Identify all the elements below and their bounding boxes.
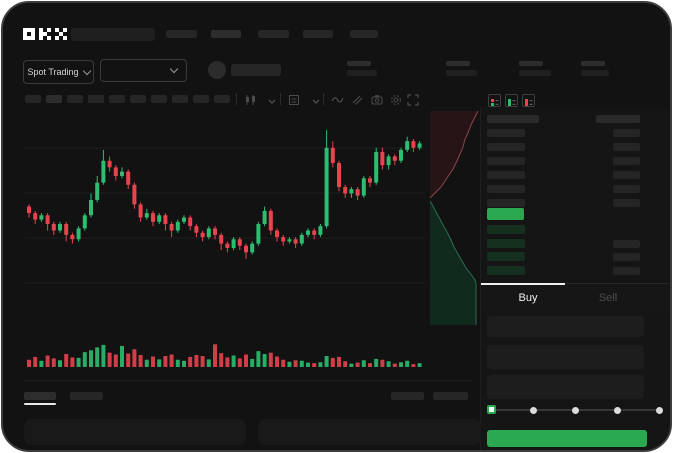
stat-value-placeholder bbox=[446, 70, 477, 76]
draw-brush-icon[interactable] bbox=[350, 93, 364, 107]
bar-style-icon[interactable] bbox=[287, 93, 301, 107]
candlestick-chart[interactable] bbox=[25, 113, 425, 335]
price-field[interactable] bbox=[487, 345, 644, 369]
ask-amount-placeholder[interactable] bbox=[613, 185, 640, 193]
ask-price-placeholder[interactable] bbox=[487, 129, 525, 137]
stat-value-placeholder bbox=[519, 70, 551, 76]
interval-button-placeholder[interactable] bbox=[67, 95, 83, 103]
stat-label-placeholder bbox=[446, 61, 470, 66]
fullscreen-icon[interactable] bbox=[406, 93, 420, 107]
orders-panel-placeholder bbox=[24, 419, 246, 445]
settings-gear-icon[interactable] bbox=[389, 93, 403, 107]
bottom-active-tab-underline bbox=[24, 403, 56, 405]
bid-amount-placeholder[interactable] bbox=[613, 239, 640, 248]
bottom-tab-placeholder[interactable] bbox=[70, 392, 103, 400]
buy-submit-button[interactable] bbox=[487, 430, 647, 447]
nav-item-placeholder[interactable] bbox=[166, 30, 197, 38]
interval-button-placeholder[interactable] bbox=[46, 95, 62, 103]
trade-tab-bar bbox=[481, 283, 669, 312]
market-type-label: Spot Trading bbox=[27, 67, 79, 77]
chevron-down-icon bbox=[82, 66, 91, 75]
active-tab-indicator bbox=[481, 283, 565, 285]
chevron-down-icon bbox=[169, 64, 179, 74]
interval-button-placeholder[interactable] bbox=[193, 95, 209, 103]
bid-price-placeholder[interactable] bbox=[487, 265, 525, 275]
nav-item-placeholder[interactable] bbox=[211, 30, 241, 38]
ask-price-placeholder[interactable] bbox=[487, 199, 525, 207]
market-type-selector[interactable]: Spot Trading bbox=[23, 60, 94, 84]
bottom-tab-placeholder[interactable] bbox=[24, 392, 56, 400]
book-asks-icon[interactable] bbox=[522, 94, 535, 107]
search-input[interactable] bbox=[71, 28, 155, 41]
ask-amount-placeholder[interactable] bbox=[613, 129, 640, 137]
ask-amount-placeholder[interactable] bbox=[613, 199, 640, 207]
nav-item-placeholder[interactable] bbox=[258, 30, 289, 38]
chevron-down-icon[interactable] bbox=[265, 95, 279, 109]
ask-amount-placeholder[interactable] bbox=[613, 171, 640, 179]
okx-logo bbox=[23, 28, 67, 40]
tab-buy[interactable]: Buy bbox=[518, 292, 538, 304]
slider-stop-dot[interactable] bbox=[655, 406, 663, 414]
amount-field[interactable] bbox=[487, 375, 644, 399]
slider-stop-dot[interactable] bbox=[572, 406, 579, 414]
stat-label-placeholder bbox=[581, 61, 605, 66]
camera-icon[interactable] bbox=[370, 93, 384, 107]
interval-button-placeholder[interactable] bbox=[214, 95, 230, 103]
bid-price-placeholder[interactable] bbox=[487, 252, 525, 261]
ask-amount-placeholder[interactable] bbox=[613, 157, 640, 165]
coin-avatar bbox=[208, 61, 226, 79]
bid-price-placeholder[interactable] bbox=[487, 238, 525, 248]
ask-price-placeholder[interactable] bbox=[487, 185, 525, 193]
ask-price-placeholder[interactable] bbox=[487, 171, 525, 179]
chevron-down-icon[interactable] bbox=[309, 95, 323, 109]
pair-name-placeholder bbox=[231, 64, 281, 76]
bid-price-placeholder[interactable] bbox=[487, 225, 525, 234]
volume-bars bbox=[27, 344, 422, 367]
ask-price-placeholder[interactable] bbox=[487, 157, 525, 165]
candles-icon[interactable] bbox=[243, 93, 257, 107]
ask-amount-placeholder[interactable] bbox=[613, 143, 640, 151]
stat-label-placeholder bbox=[519, 61, 543, 66]
ask-price-placeholder[interactable] bbox=[487, 143, 525, 151]
slider-handle[interactable] bbox=[487, 405, 496, 414]
orderbook-header-placeholder bbox=[596, 115, 640, 123]
interval-button-placeholder[interactable] bbox=[25, 95, 41, 103]
book-bids-icon[interactable] bbox=[505, 94, 518, 107]
slider-stop-dot[interactable] bbox=[613, 406, 621, 414]
indicator-wave-icon[interactable] bbox=[330, 93, 344, 107]
slider-stop-dot[interactable] bbox=[530, 406, 538, 414]
interval-button-placeholder[interactable] bbox=[172, 95, 188, 103]
interval-button-placeholder[interactable] bbox=[130, 95, 146, 103]
orderbook-header-placeholder bbox=[487, 115, 539, 123]
last-price-bar[interactable] bbox=[487, 208, 524, 220]
nav-item-placeholder[interactable] bbox=[350, 30, 378, 38]
bottom-action-placeholder[interactable] bbox=[433, 392, 468, 400]
book-combined-icon[interactable] bbox=[488, 94, 501, 107]
tab-sell[interactable]: Sell bbox=[598, 292, 618, 304]
interval-button-placeholder[interactable] bbox=[151, 95, 167, 103]
bid-amount-placeholder[interactable] bbox=[613, 253, 640, 261]
bottom-action-placeholder[interactable] bbox=[391, 392, 424, 400]
stat-label-placeholder bbox=[347, 61, 371, 66]
interval-button-placeholder[interactable] bbox=[88, 95, 104, 103]
depth-chart bbox=[430, 111, 479, 325]
pair-dropdown[interactable] bbox=[100, 59, 187, 82]
history-panel-placeholder bbox=[258, 419, 481, 445]
order-type-field[interactable] bbox=[487, 316, 644, 337]
nav-item-placeholder[interactable] bbox=[303, 30, 333, 38]
stat-value-placeholder bbox=[581, 70, 609, 76]
interval-button-placeholder[interactable] bbox=[109, 95, 125, 103]
bid-amount-placeholder[interactable] bbox=[613, 266, 640, 275]
stat-value-placeholder bbox=[347, 70, 377, 76]
